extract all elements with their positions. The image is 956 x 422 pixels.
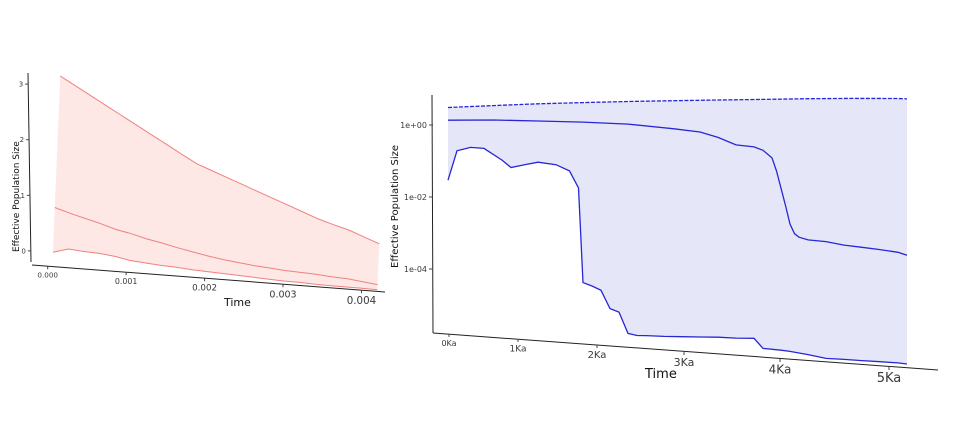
- x-axis-title-right: Time: [644, 367, 677, 382]
- y-tick-label: 1e-02: [404, 193, 427, 202]
- y-tick-label: 1e+00: [400, 121, 427, 130]
- y-tick-label: 3: [19, 81, 23, 89]
- y-tick-label: 2: [20, 136, 24, 144]
- x-tick-label: 3Ka: [674, 356, 695, 369]
- x-tick-label: 5Ka: [877, 371, 902, 386]
- series-line-upper-left: [60, 75, 380, 245]
- x-tick-label: 1Ka: [510, 345, 527, 355]
- x-tick-label: 0.004: [347, 295, 376, 307]
- x-tick-label: 0.002: [192, 284, 217, 294]
- series-line-median-left: [54, 207, 378, 286]
- confidence-band-right: [448, 98, 907, 365]
- y-ticks-right: 1e-04 1e-02 1e+00: [400, 121, 433, 274]
- x-ticks-right: 0Ka 1Ka 2Ka 3Ka 4Ka 5Ka: [441, 334, 901, 386]
- x-axis-line-right: [432, 332, 939, 371]
- x-ticks-left: 0.000 0.001 0.002 0.003 0.004: [37, 266, 376, 307]
- series-line-lower-left: [52, 248, 378, 291]
- confidence-band-left: [52, 76, 380, 290]
- y-axis-title-right: Effective Population Size: [390, 145, 401, 268]
- y-axis-line-left: [27, 72, 32, 263]
- x-tick-label: 0.000: [37, 270, 58, 279]
- y-tick-label: 0: [21, 247, 25, 255]
- y-axis-title-left: Effective Population Size: [12, 141, 22, 252]
- series-line-upper-right: [447, 97, 908, 109]
- x-axis-line-left: [31, 264, 386, 293]
- x-tick-label: 2Ka: [588, 350, 607, 361]
- x-tick-label: 4Ka: [769, 362, 792, 376]
- y-ticks-left: 0 1 2 3: [19, 81, 31, 255]
- y-tick-label: 1e-04: [404, 265, 427, 274]
- series-line-median-right: [447, 119, 908, 256]
- x-tick-label: 0Ka: [441, 339, 456, 348]
- x-axis-title-left: Time: [223, 296, 251, 309]
- x-tick-label: 0.003: [269, 289, 296, 300]
- series-line-lower-right: [447, 146, 908, 365]
- x-tick-label: 0.001: [115, 277, 138, 286]
- y-axis-line-right: [431, 94, 434, 334]
- y-tick-label: 1: [20, 192, 24, 200]
- chart-left: 0.000 0.001 0.002 0.003 0.004 0 1 2 3 Time Effe…: [12, 72, 386, 309]
